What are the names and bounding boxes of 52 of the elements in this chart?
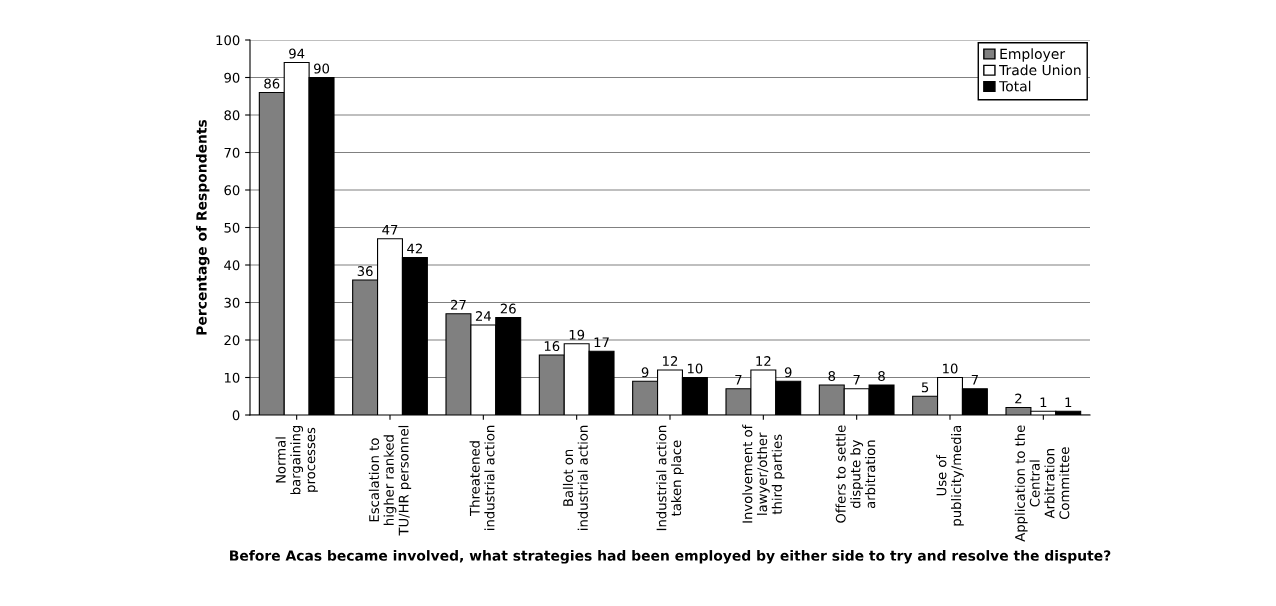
data-label: 8 <box>878 371 885 382</box>
y-tick-label: 30 <box>224 297 240 308</box>
data-label: 26 <box>500 303 516 314</box>
data-label: 7 <box>853 375 860 385</box>
data-label: 12 <box>663 356 678 366</box>
data-label: 7 <box>735 375 742 385</box>
data-label: 10 <box>687 363 703 374</box>
x-tick-label: Threatened industrial action <box>469 425 495 530</box>
data-label: 5 <box>921 382 929 393</box>
y-tick-label: 10 <box>224 372 240 383</box>
y-tick-label: 0 <box>232 410 240 421</box>
data-label: 16 <box>544 341 560 352</box>
y-tick-label: 20 <box>224 335 240 346</box>
x-tick-label: Application to the Central Arbitration Committee <box>1014 425 1070 542</box>
y-tick-label: 70 <box>224 147 240 158</box>
data-label: 19 <box>569 329 585 340</box>
data-label: 9 <box>784 367 792 378</box>
y-axis-title: Percentage of Respondents <box>195 119 210 335</box>
data-label: 8 <box>828 371 836 382</box>
data-label: 9 <box>641 367 649 378</box>
y-tick-label: 50 <box>224 222 240 233</box>
x-tick-label: Use of publicity/media <box>936 425 964 526</box>
data-label: 1 <box>1065 397 1072 408</box>
y-tick-label: 60 <box>224 185 240 196</box>
legend-label: Trade Union <box>999 64 1081 76</box>
legend-label: Total <box>999 80 1031 92</box>
x-tick-label: Industrial action taken place <box>656 425 684 531</box>
data-label: 12 <box>756 356 771 366</box>
data-label: 42 <box>407 243 422 254</box>
data-label: 7 <box>971 375 978 385</box>
x-tick-label: Involvement of lawyer/other third parties <box>742 424 785 523</box>
x-axis-title: Before Acas became involved, what strategies had been employed by either side to try and resolve the dispute? <box>230 550 1111 564</box>
data-label: 47 <box>382 225 398 235</box>
data-label: 36 <box>357 266 373 277</box>
data-label: 24 <box>475 311 491 321</box>
y-tick-label: 80 <box>224 110 240 121</box>
y-tick-label: 90 <box>224 72 240 83</box>
x-tick-label: Escalation to higher ranked TU/HR personnel <box>368 425 412 536</box>
x-tick-label: Offers to settle dispute by arbitration <box>835 425 876 523</box>
y-tick-label: 100 <box>216 35 240 46</box>
legend-label: Employer <box>1000 48 1066 62</box>
data-label: 2 <box>1015 393 1022 404</box>
data-label: 17 <box>594 337 609 348</box>
data-label: 27 <box>451 299 466 310</box>
data-label: 86 <box>264 78 280 89</box>
data-label: 1 <box>1040 397 1047 408</box>
x-tick-label: Normal bargaining processes <box>275 425 318 495</box>
data-label: 94 <box>289 48 305 59</box>
data-label: 90 <box>313 63 330 74</box>
y-tick-label: 40 <box>224 260 240 271</box>
x-tick-label: Ballot on industrial action <box>562 425 588 530</box>
data-label: 10 <box>943 363 958 374</box>
